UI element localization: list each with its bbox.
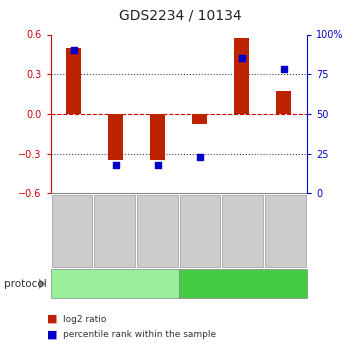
- Point: [239, 56, 245, 61]
- Point: [281, 67, 287, 72]
- Bar: [66, 48, 81, 114]
- Point: [197, 154, 203, 159]
- Text: baseline: baseline: [91, 279, 138, 289]
- Point: [71, 48, 77, 53]
- Text: GDS2234 / 10134: GDS2234 / 10134: [119, 9, 242, 23]
- Point: [113, 162, 118, 167]
- Text: GSM29523: GSM29523: [110, 208, 119, 254]
- Text: 20 wk exercise: 20 wk exercise: [201, 279, 284, 289]
- Bar: [150, 114, 165, 160]
- Bar: [192, 114, 207, 125]
- Text: log2 ratio: log2 ratio: [63, 315, 106, 324]
- Bar: [108, 114, 123, 160]
- Text: GSM29536: GSM29536: [281, 208, 290, 254]
- Polygon shape: [39, 279, 45, 289]
- Text: percentile rank within the sample: percentile rank within the sample: [63, 330, 216, 339]
- Text: GSM29535: GSM29535: [238, 208, 247, 254]
- Bar: [234, 38, 249, 114]
- Point: [155, 162, 161, 167]
- Text: GSM29507: GSM29507: [68, 208, 77, 254]
- Text: GSM29529: GSM29529: [153, 208, 162, 254]
- Text: ■: ■: [47, 314, 57, 324]
- Text: ■: ■: [47, 330, 57, 339]
- Text: GSM29533: GSM29533: [196, 208, 205, 254]
- Bar: [277, 91, 291, 114]
- Text: protocol: protocol: [4, 279, 46, 289]
